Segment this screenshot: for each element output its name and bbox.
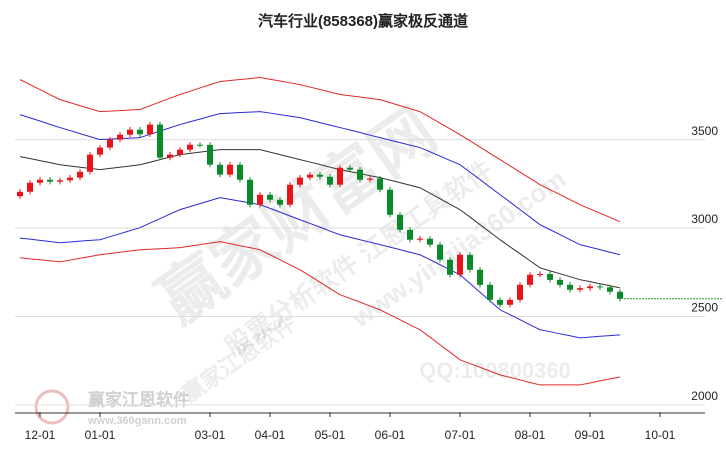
x-tick-label: 05-01: [315, 428, 346, 442]
candle-body: [197, 144, 203, 146]
candle-body: [147, 124, 153, 135]
candle-body: [327, 176, 333, 185]
candle-body: [547, 274, 553, 280]
candle-body: [367, 178, 373, 180]
candle-body: [587, 286, 593, 289]
candle-body: [247, 179, 253, 205]
candle-body: [57, 180, 63, 182]
candle-body: [507, 299, 513, 305]
chart-title: 汽车行业(858368)赢家极反通道: [258, 12, 468, 30]
candle-body: [607, 287, 613, 292]
candle-body: [227, 164, 233, 175]
candle-body: [357, 169, 363, 180]
candle-body: [157, 124, 163, 158]
candle-body: [207, 144, 213, 165]
watermark-text: 赢家江恩软件: [88, 389, 190, 409]
candle-body: [377, 178, 383, 190]
logo: [34, 389, 70, 425]
candle-body: [137, 129, 143, 135]
candle-body: [487, 284, 493, 300]
channel-line: [19, 149, 621, 289]
candle-body: [397, 214, 403, 230]
candle-body: [297, 177, 303, 185]
candle-body: [307, 174, 313, 178]
candle-body: [447, 259, 453, 275]
candle-body: [457, 254, 463, 275]
x-tick-label: 04-01: [255, 428, 286, 442]
candle-body: [417, 238, 423, 240]
y-tick-label: 3500: [691, 124, 718, 138]
candle-body: [37, 179, 43, 183]
candle-body: [567, 284, 573, 290]
candle-body: [577, 288, 583, 290]
candle-body: [467, 254, 473, 270]
candle-body: [387, 189, 393, 215]
candle-body: [437, 244, 443, 260]
candle-body: [117, 134, 123, 140]
y-tick-label: 3000: [691, 212, 718, 226]
candle-body: [617, 291, 623, 299]
candle-body: [257, 194, 263, 205]
y-tick-label: 2000: [691, 389, 718, 403]
candle-body: [177, 149, 183, 155]
candle-body: [17, 191, 23, 197]
candle-body: [237, 164, 243, 180]
channel-line: [19, 77, 621, 223]
candle-body: [427, 238, 433, 245]
watermark-text: www.360gann.com: [87, 415, 187, 427]
candle-body: [87, 154, 93, 172]
x-tick-label: 09-01: [575, 428, 606, 442]
candle-body: [77, 171, 83, 178]
channel-line: [19, 197, 621, 339]
candle-body: [477, 269, 483, 285]
candle-body: [277, 199, 283, 205]
x-tick-label: 12-01: [25, 428, 56, 442]
candle-body: [347, 167, 353, 170]
watermark: 赢家财富网 股票分析软件 江恩工具软件 www.yingjia360.com 赢…: [34, 95, 571, 427]
candle-body: [47, 179, 53, 182]
candle-body: [317, 174, 323, 177]
candle-body: [67, 177, 73, 181]
candle-body: [27, 182, 33, 192]
candle-body: [287, 184, 293, 205]
x-tick-label: 06-01: [375, 428, 406, 442]
candle-body: [167, 154, 173, 158]
candle-body: [527, 274, 533, 285]
x-tick-label: 07-01: [445, 428, 476, 442]
candle-body: [217, 164, 223, 175]
candle-body: [497, 299, 503, 305]
candle-body: [267, 194, 273, 200]
x-tick-label: 03-01: [195, 428, 226, 442]
candle-body: [107, 139, 113, 148]
candle-body: [597, 286, 603, 288]
y-tick-label: 2500: [691, 301, 718, 315]
candle-body: [337, 167, 343, 185]
candle-body: [187, 144, 193, 150]
candle-body: [407, 229, 413, 240]
candle-body: [97, 147, 103, 155]
candle-body: [557, 279, 563, 285]
x-tick-label: 08-01: [515, 428, 546, 442]
candle-body: [517, 284, 523, 300]
watermark-text: QQ:100800360: [419, 358, 571, 383]
candle-body: [537, 274, 543, 276]
x-tick-label: 01-01: [85, 428, 116, 442]
candle-body: [127, 129, 133, 135]
x-tick-label: 10-01: [645, 428, 676, 442]
channel-line: [19, 241, 621, 386]
